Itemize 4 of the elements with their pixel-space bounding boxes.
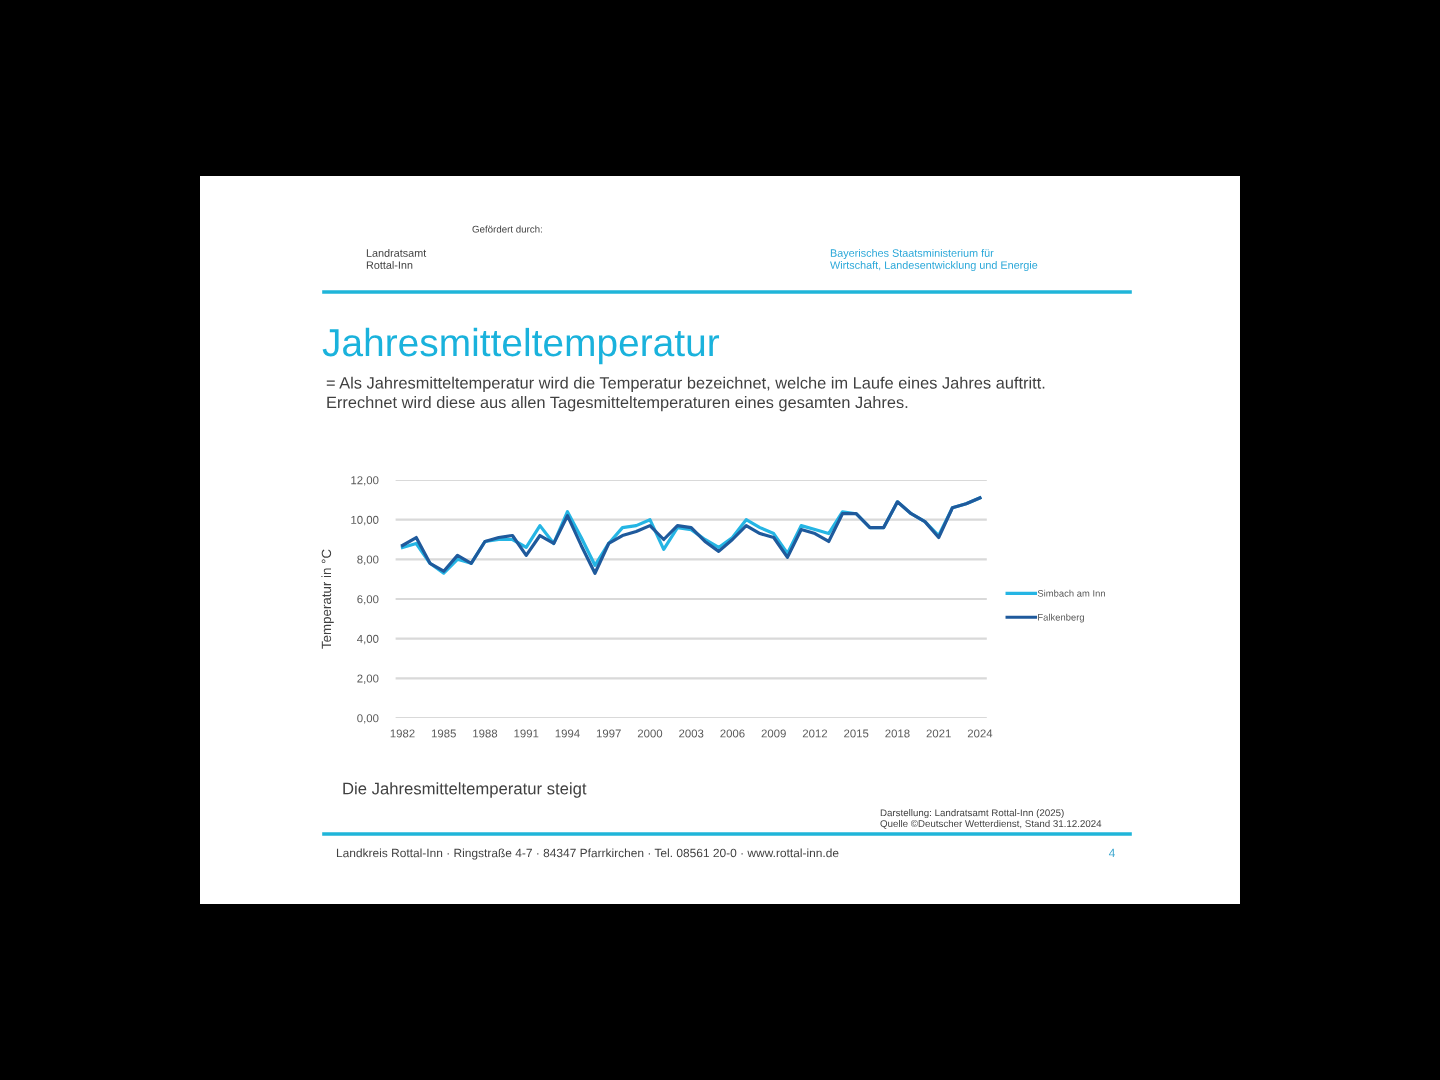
text: Die Jahresmitteltemperatur steigt — [343, 782, 587, 798]
chart-subtitle: = Als Jahresmitteltemperatur wird die Temperatur bezeichnet, welche im Laufe eines Jahres auftritt. Errechnet wird diese aus allen Tagesmitteltemperaturen eines gesamten Jahres. — [326, 376, 1045, 412]
line-series — [400, 496, 982, 575]
chart-title: Jahresmitteltemperatur — [322, 327, 720, 365]
